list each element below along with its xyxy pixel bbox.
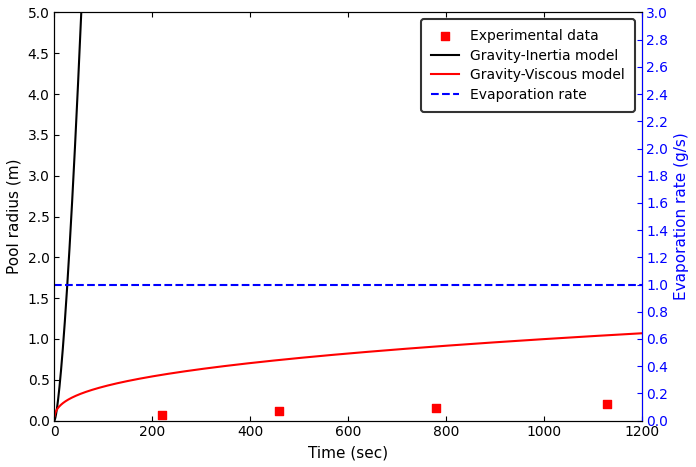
Gravity-Viscous model — [320, 353, 329, 358]
Experimental data — [157, 411, 168, 418]
Gravity-Viscous model — [620, 332, 628, 337]
Gravity-Inertia model — [63, 282, 72, 287]
Experimental data — [274, 407, 285, 415]
Gravity-Viscous model — [50, 413, 58, 419]
Gravity-Inertia model — [66, 230, 74, 236]
Gravity-Inertia model — [72, 115, 81, 120]
Gravity-Inertia model — [77, 24, 85, 30]
Legend: Experimental data, Gravity-Inertia model, Gravity-Viscous model, Evaporation rat: Experimental data, Gravity-Inertia model… — [422, 20, 635, 112]
Gravity-Viscous model — [620, 332, 628, 337]
Gravity-Inertia model — [65, 255, 73, 261]
X-axis label: Time (sec): Time (sec) — [308, 445, 388, 460]
Gravity-Inertia model — [50, 418, 58, 424]
Experimental data — [602, 400, 613, 408]
Line: Gravity-Inertia model: Gravity-Inertia model — [54, 13, 81, 421]
Gravity-Viscous model — [638, 331, 646, 336]
Gravity-Inertia model — [77, 10, 86, 15]
Gravity-Inertia model — [63, 284, 71, 290]
Gravity-Viscous model — [512, 338, 521, 344]
Experimental data — [430, 404, 441, 412]
Gravity-Viscous model — [80, 389, 88, 395]
Gravity-Viscous model — [335, 351, 344, 357]
Line: Gravity-Viscous model: Gravity-Viscous model — [54, 333, 642, 416]
Y-axis label: Pool radius (m): Pool radius (m) — [7, 159, 22, 274]
Y-axis label: Evaporation rate (g/s): Evaporation rate (g/s) — [674, 133, 689, 300]
